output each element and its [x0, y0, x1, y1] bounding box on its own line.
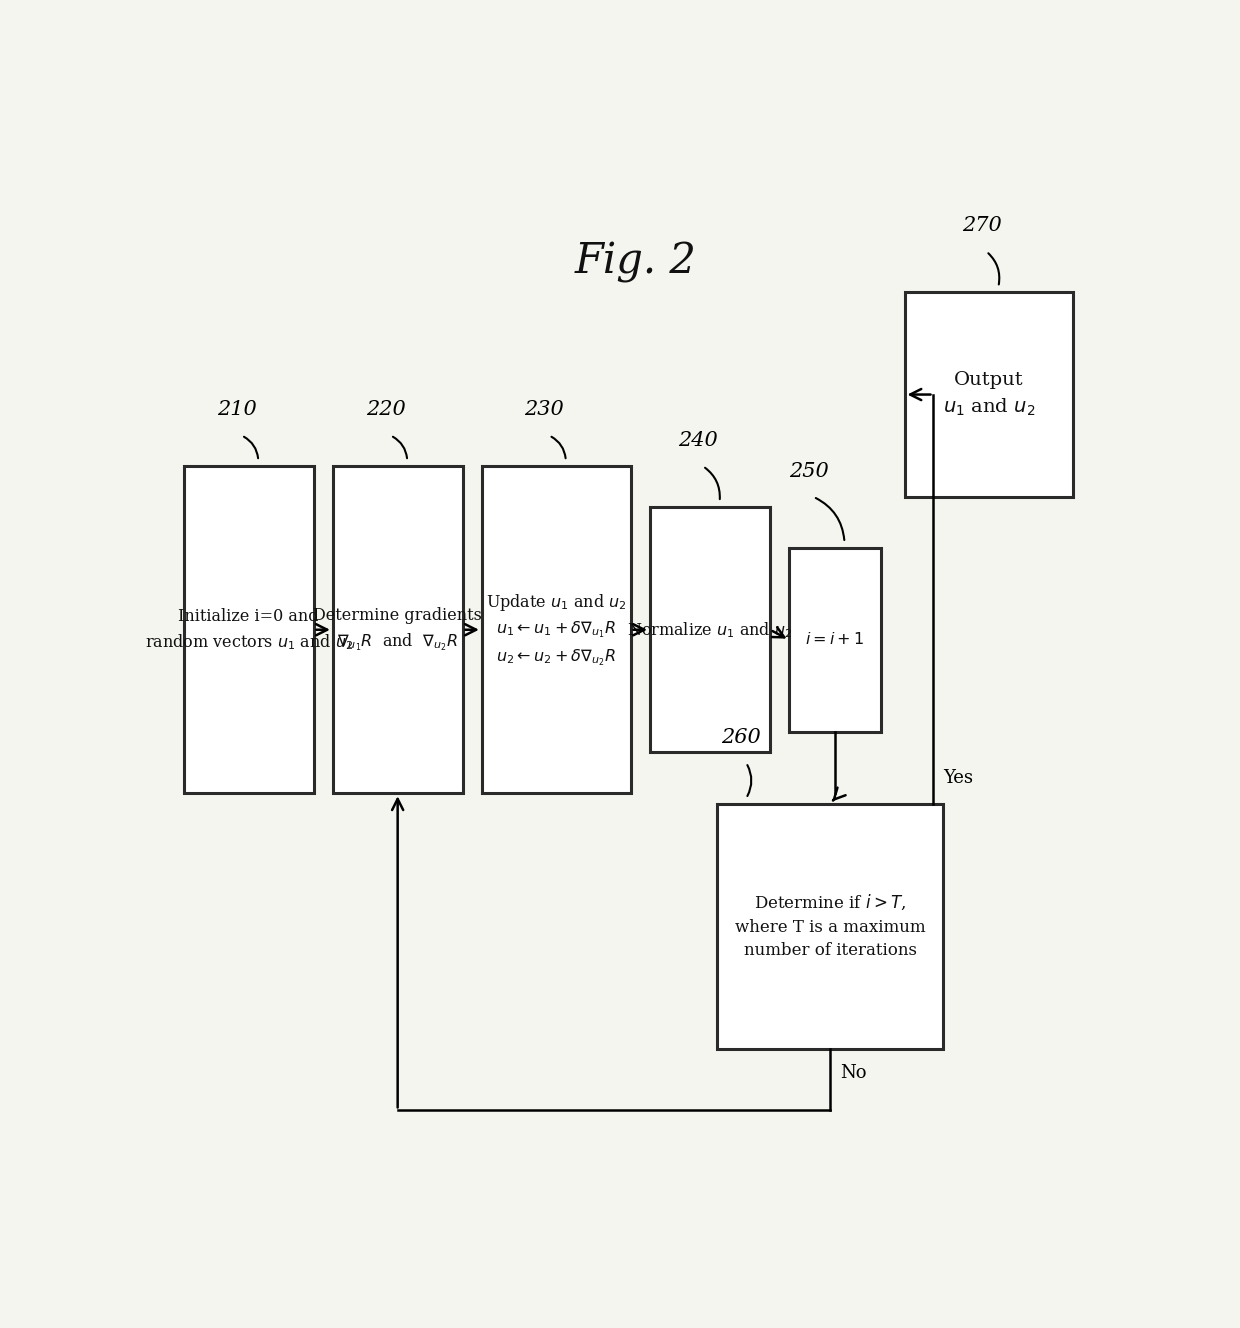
FancyBboxPatch shape	[650, 507, 770, 753]
Text: No: No	[839, 1064, 867, 1082]
Text: Yes: Yes	[942, 769, 973, 788]
Text: 260: 260	[722, 728, 761, 746]
Text: 270: 270	[961, 216, 1002, 235]
Text: Initialize i=0 and
random vectors $u_1$ and $u_2$: Initialize i=0 and random vectors $u_1$ …	[145, 608, 353, 652]
Text: 250: 250	[789, 462, 828, 481]
FancyBboxPatch shape	[905, 292, 1073, 497]
Text: Fig. 2: Fig. 2	[574, 240, 697, 283]
Text: 240: 240	[678, 432, 718, 450]
Text: 210: 210	[217, 400, 257, 420]
Text: 230: 230	[525, 400, 564, 420]
Text: Output
$u_1$ and $u_2$: Output $u_1$ and $u_2$	[942, 371, 1035, 418]
Text: 220: 220	[366, 400, 405, 420]
FancyBboxPatch shape	[332, 466, 463, 793]
Text: Determine gradients
$\nabla_{u_1} R$  and  $\nabla_{u_2} R$: Determine gradients $\nabla_{u_1} R$ and…	[314, 607, 482, 653]
Text: Update $u_1$ and $u_2$
$u_1 \leftarrow u_1 + \delta\nabla_{u_1} R$
$u_2 \leftarr: Update $u_1$ and $u_2$ $u_1 \leftarrow u…	[486, 592, 626, 668]
FancyBboxPatch shape	[184, 466, 314, 793]
FancyBboxPatch shape	[717, 803, 942, 1049]
FancyBboxPatch shape	[789, 548, 880, 732]
FancyBboxPatch shape	[481, 466, 631, 793]
Text: $i = i+1$: $i = i+1$	[806, 631, 864, 648]
Text: Normalize $u_1$ and $u_2$: Normalize $u_1$ and $u_2$	[627, 620, 792, 640]
Text: Determine if $i > T$,
where T is a maximum
number of iterations: Determine if $i > T$, where T is a maxim…	[735, 894, 925, 959]
